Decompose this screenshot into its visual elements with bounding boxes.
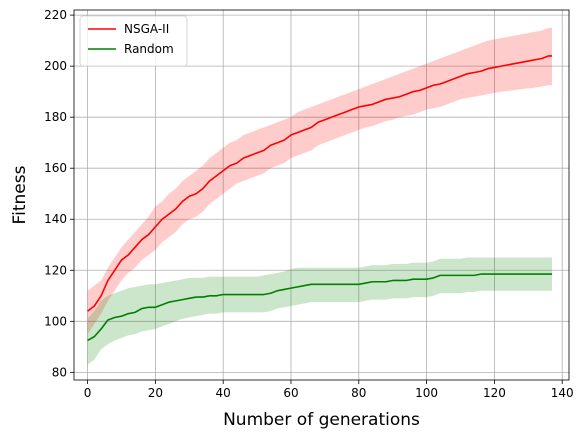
x-tick-label: 100: [415, 386, 438, 400]
legend-label: Random: [124, 42, 174, 56]
band-random: [87, 257, 553, 365]
series-lines: [87, 55, 553, 342]
y-tick-label: 100: [44, 314, 67, 328]
line-random: [87, 273, 553, 342]
x-tick-label: 0: [84, 386, 92, 400]
y-axis-ticks: 80 100 120 140 160 180 200 220: [44, 8, 74, 379]
y-tick-label: 220: [44, 8, 67, 22]
line-nsga-ii: [87, 55, 553, 312]
x-tick-label: 140: [551, 386, 574, 400]
band-nsga-ii: [87, 27, 553, 335]
x-tick-label: 40: [216, 386, 231, 400]
confidence-bands: [87, 27, 553, 365]
plot-frame: [73, 9, 570, 381]
x-axis-label: Number of generations: [223, 410, 420, 430]
y-tick-label: 140: [44, 212, 67, 226]
y-tick-label: 80: [52, 365, 67, 379]
y-axis-label: Fitness: [10, 165, 30, 224]
y-tick-label: 160: [44, 161, 67, 175]
y-tick-label: 180: [44, 110, 67, 124]
x-tick-label: 80: [351, 386, 366, 400]
x-tick-label: 120: [483, 386, 506, 400]
x-tick-label: 60: [283, 386, 298, 400]
y-tick-label: 200: [44, 59, 67, 73]
legend: NSGA-II Random: [79, 15, 188, 67]
grid-lines: [74, 10, 569, 380]
y-tick-label: 120: [44, 263, 67, 277]
legend-label: NSGA-II: [124, 22, 169, 36]
x-tick-label: 20: [148, 386, 163, 400]
x-axis-ticks: 0 20 40 60 80 100 120 140: [84, 380, 574, 400]
